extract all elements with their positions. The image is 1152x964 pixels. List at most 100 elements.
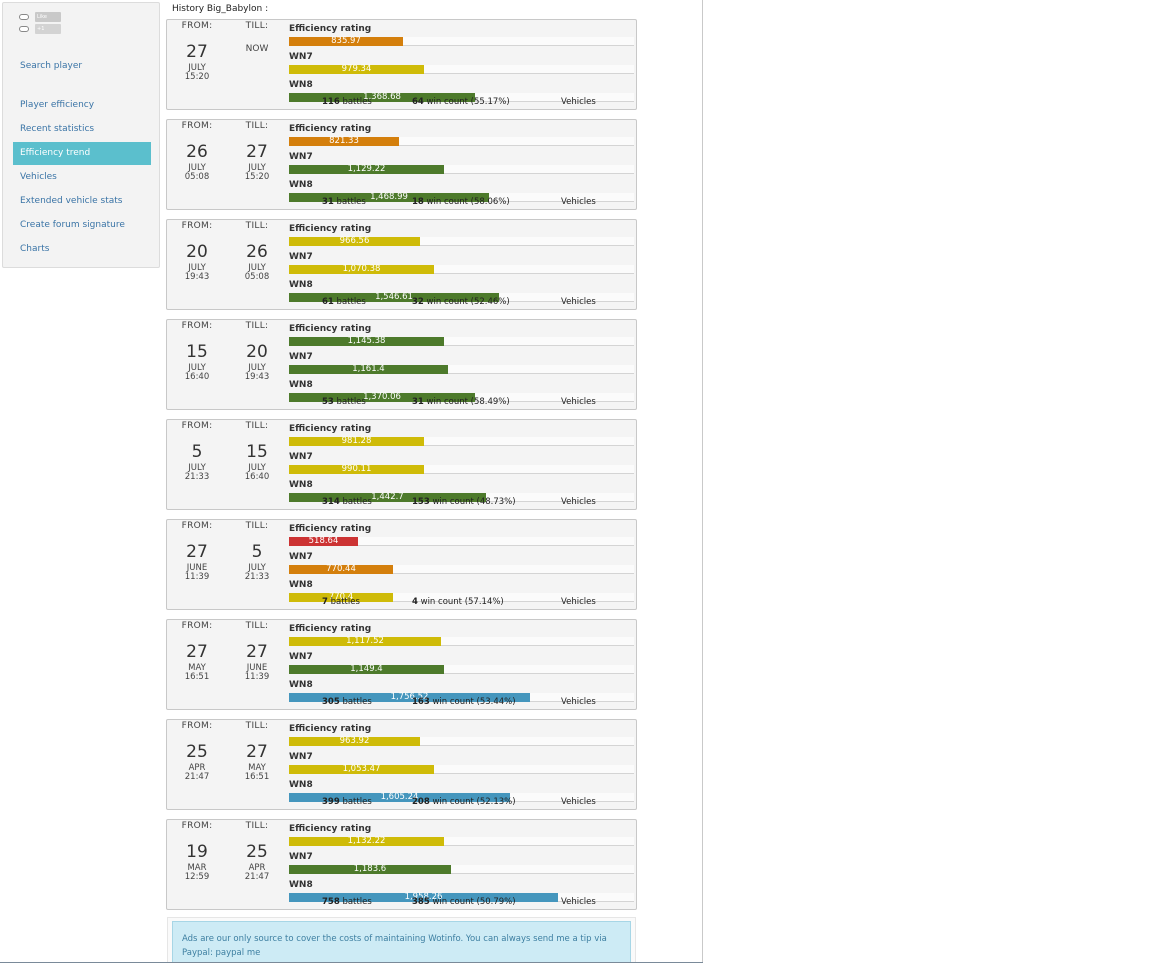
page-title: History Big_Babylon : — [172, 4, 269, 14]
till-day: 27 — [246, 142, 268, 162]
metric-bar-fill: 990.11 — [289, 465, 424, 474]
metric-bar-track: 770.4 — [289, 593, 634, 602]
metric-label: WN7 — [289, 852, 313, 862]
metric-bar-track: 1,145.38 — [289, 337, 634, 346]
metric-bar-track: 1,442.7 — [289, 493, 634, 502]
vehicles-link[interactable]: Vehicles — [561, 797, 596, 807]
metric-value: 835.97 — [331, 36, 361, 46]
gplus-button[interactable]: +1 — [35, 24, 61, 34]
metric-bar-track: 1,070.38 — [289, 265, 634, 274]
metric-label: WN8 — [289, 680, 313, 690]
metric-bar-fill: 1,756.52 — [289, 693, 530, 702]
metric-bar-track: 1,053.47 — [289, 765, 634, 774]
ad-notice: Ads are our only source to cover the cos… — [172, 921, 631, 963]
from-month: MAR — [187, 863, 207, 873]
from-label: FROM: — [181, 821, 213, 831]
sidebar-item-recent-statistics[interactable]: Recent statistics — [20, 124, 95, 134]
sidebar-item-efficiency-trend[interactable]: Efficiency trend — [13, 142, 151, 165]
from-time: 15:20 — [184, 72, 210, 82]
till-month: MAY — [248, 763, 266, 773]
metric-bar-fill: 1,132.22 — [289, 837, 444, 846]
toggle-icon[interactable] — [19, 14, 29, 20]
metric-bar-fill: 1,117.52 — [289, 637, 441, 646]
metric-value: 1,183.6 — [353, 864, 387, 874]
metric-label: WN7 — [289, 552, 313, 562]
till-time: 21:47 — [244, 872, 270, 882]
metric-bar-track: 518.64 — [289, 537, 634, 546]
metric-value: 1,053.47 — [342, 764, 381, 774]
win-count: 31 win count (58.49%) — [412, 397, 510, 407]
metric-value: 1,756.52 — [390, 692, 429, 702]
vehicles-link[interactable]: Vehicles — [561, 497, 596, 507]
metric-label: Efficiency rating — [289, 524, 372, 534]
from-time: 16:51 — [184, 672, 210, 682]
till-month: APR — [248, 863, 266, 873]
metric-label: WN7 — [289, 352, 313, 362]
sidebar-item-search-player[interactable]: Search player — [20, 61, 83, 71]
from-day: 25 — [186, 742, 208, 762]
metric-bar-track: 1,183.6 — [289, 865, 634, 874]
metric-label: WN8 — [289, 580, 313, 590]
battles-count: 7 battles — [322, 597, 360, 607]
metric-bar-fill: 821.33 — [289, 137, 399, 146]
metric-bar-track: 770.44 — [289, 565, 634, 574]
till-time: 11:39 — [244, 672, 270, 682]
till-label: TILL: — [245, 221, 269, 231]
win-count: 18 win count (58.06%) — [412, 197, 510, 207]
vehicles-link[interactable]: Vehicles — [561, 197, 596, 207]
metric-bar-track: 979.34 — [289, 65, 634, 74]
vehicles-link[interactable]: Vehicles — [561, 397, 596, 407]
from-day: 26 — [186, 142, 208, 162]
metric-label: WN8 — [289, 780, 313, 790]
till-day: 27 — [246, 642, 268, 662]
vehicles-link[interactable]: Vehicles — [561, 297, 596, 307]
sidebar-item-player-efficiency[interactable]: Player efficiency — [20, 100, 95, 110]
metric-bar-track: 1,149.4 — [289, 665, 634, 674]
metric-bar-fill: 1,546.61 — [289, 293, 499, 302]
vehicles-link[interactable]: Vehicles — [561, 97, 596, 107]
vehicles-link[interactable]: Vehicles — [561, 897, 596, 907]
toggle-icon[interactable] — [19, 26, 29, 32]
battles-count: 31 battles — [322, 197, 366, 207]
metric-bar-fill: 1,161.4 — [289, 365, 448, 374]
from-day: 27 — [186, 42, 208, 62]
metric-value: 1,368.68 — [363, 92, 401, 102]
vehicles-link[interactable]: Vehicles — [561, 697, 596, 707]
metric-label: WN8 — [289, 280, 313, 290]
battles-count: 758 battles — [322, 897, 372, 907]
till-time: 16:51 — [244, 772, 270, 782]
till-label: TILL: — [245, 21, 269, 31]
sidebar: Like +1 Search player Player efficiency Re… — [2, 2, 160, 268]
metric-value: 966.56 — [339, 236, 370, 246]
metric-bar-fill: 1,468.99 — [289, 193, 489, 202]
from-time: 12:59 — [184, 872, 210, 882]
metric-bar-fill: 1,053.47 — [289, 765, 434, 774]
sidebar-item-extended-vehicle-stats[interactable]: Extended vehicle stats — [20, 196, 123, 206]
ad-container: Ads are our only source to cover the cos… — [167, 917, 636, 963]
sidebar-item-create-forum-signature[interactable]: Create forum signature — [20, 220, 125, 230]
sidebar-item-charts[interactable]: Charts — [20, 244, 50, 254]
metric-value: 979.34 — [341, 64, 372, 74]
till-time: 15:20 — [244, 172, 270, 182]
metric-bar-track: 821.33 — [289, 137, 634, 146]
metric-bar-fill: 1,149.4 — [289, 665, 444, 674]
battles-count: 53 battles — [322, 397, 366, 407]
metric-value: 1,370.06 — [363, 392, 401, 402]
till-day: 27 — [246, 742, 268, 762]
facebook-like-button[interactable]: Like — [35, 12, 61, 22]
metric-bar-fill: 1,605.24 — [289, 793, 510, 802]
till-day: 5 — [251, 542, 263, 562]
from-time: 16:40 — [184, 372, 210, 382]
till-label: TILL: — [245, 421, 269, 431]
from-month: JULY — [188, 263, 206, 273]
metric-bar-fill: 981.28 — [289, 437, 424, 446]
from-time: 21:47 — [184, 772, 210, 782]
till-label: TILL: — [245, 721, 269, 731]
metric-value: 963.92 — [339, 736, 370, 746]
metric-bar-fill: 770.44 — [289, 565, 393, 574]
metric-label: WN8 — [289, 480, 313, 490]
metric-label: Efficiency rating — [289, 324, 372, 334]
metric-value: 1,117.52 — [346, 636, 384, 646]
vehicles-link[interactable]: Vehicles — [561, 597, 596, 607]
sidebar-item-vehicles[interactable]: Vehicles — [20, 172, 57, 182]
